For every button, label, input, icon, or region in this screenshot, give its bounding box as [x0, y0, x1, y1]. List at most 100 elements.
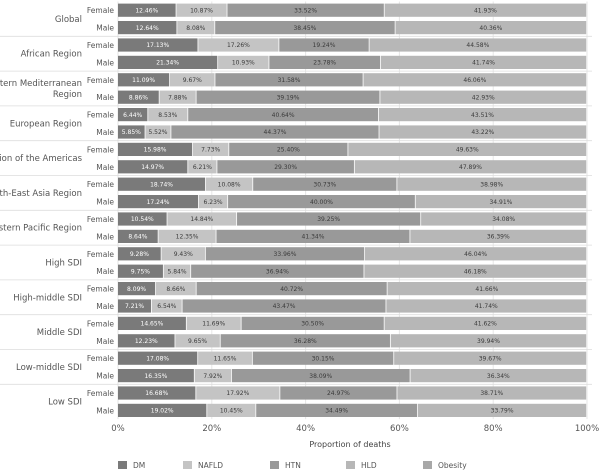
data-label: 33.79% [491, 408, 514, 415]
bar-segment [118, 160, 188, 174]
data-label: 43.51% [471, 112, 494, 119]
bar-segment [118, 386, 196, 400]
bar-segment [118, 125, 145, 139]
data-label: 9.67% [183, 77, 202, 84]
bar-segment [118, 108, 148, 122]
region-label: Global [55, 15, 82, 25]
sex-label: Female [87, 285, 115, 294]
bar-segment [192, 142, 229, 156]
data-label: 39.25% [317, 216, 340, 223]
data-label: 41.74% [472, 60, 495, 67]
region-label: Low SDI [48, 398, 82, 408]
data-label: 10.45% [220, 408, 243, 415]
sex-label: Male [96, 337, 114, 346]
data-label: 39.67% [479, 355, 502, 362]
bar-segment [216, 229, 410, 243]
data-label: 41.34% [302, 234, 325, 241]
data-label: 21.34% [156, 60, 179, 67]
legend-label: HTN [285, 461, 301, 470]
data-label: 25.40% [277, 147, 300, 154]
sex-label: Female [87, 180, 115, 189]
sex-label: Male [96, 93, 114, 102]
legend-swatch [118, 461, 127, 469]
bar-segment [118, 142, 193, 156]
x-tick-label: 40% [296, 424, 315, 434]
bar-segment [151, 299, 182, 313]
bar-segment [379, 125, 587, 139]
data-label: 11.09% [132, 77, 155, 84]
data-label: 16.68% [145, 390, 168, 397]
x-tick-label: 100% [575, 424, 599, 434]
bar-segment [118, 247, 161, 261]
x-tick-label: 60% [390, 424, 409, 434]
data-label: 23.78% [313, 60, 336, 67]
data-label: 15.98% [144, 147, 167, 154]
legend-label: Obesity [438, 461, 467, 470]
data-label: 12.64% [136, 25, 159, 32]
bar-segment [241, 316, 384, 330]
bar-segment [118, 299, 152, 313]
bar-segment [354, 160, 587, 174]
data-label: 30.50% [301, 321, 324, 328]
bar-segment [167, 212, 237, 226]
data-label: 18.74% [150, 181, 173, 188]
data-label: 44.58% [466, 42, 489, 49]
bar-segment [118, 38, 198, 52]
data-label: 9.65% [188, 338, 207, 345]
sex-label: Male [96, 24, 114, 33]
bar-segment [148, 108, 188, 122]
region-label: Region of the Americas [0, 154, 83, 164]
data-label: 8.53% [158, 112, 177, 119]
sex-label: Female [87, 41, 115, 50]
bar-segment [163, 264, 191, 278]
bar-segment [118, 90, 159, 104]
bar-segment [279, 38, 369, 52]
bar-segment [161, 247, 205, 261]
data-label: 41.93% [474, 7, 497, 14]
data-label: 46.04% [464, 251, 487, 258]
bars: 12.46% 10.87% 33.52% 41.93% 12.64% 8.08% 38.45… [118, 3, 587, 417]
sex-label: Male [96, 302, 114, 311]
data-label: 10.93% [232, 60, 255, 67]
data-label: 29.30% [274, 164, 297, 171]
bar-segment [198, 351, 252, 365]
data-label: 12.23% [135, 338, 158, 345]
data-label: 40.64% [272, 112, 295, 119]
sex-label: Female [87, 389, 115, 398]
bar-segment [395, 21, 587, 35]
bar-segment [158, 229, 216, 243]
sex-label: Male [96, 198, 114, 207]
data-label: 7.92% [203, 373, 222, 380]
sex-label: Female [87, 354, 115, 363]
bar-segment [280, 386, 397, 400]
region-label: Middle SDI [37, 328, 82, 338]
data-label: 5.52% [148, 129, 167, 136]
legend-swatch [423, 461, 432, 469]
data-label: 42.93% [472, 94, 495, 101]
bar-segment [175, 334, 220, 348]
bar-segment [118, 403, 207, 417]
data-label: 38.45% [293, 25, 316, 32]
legend-swatch [346, 461, 355, 469]
data-label: 10.08% [218, 181, 241, 188]
bar-segment [198, 38, 279, 52]
data-label: 39.94% [477, 338, 500, 345]
sex-label: Male [96, 372, 114, 381]
data-label: 38.71% [480, 390, 503, 397]
data-label: 47.89% [459, 164, 482, 171]
region-label: Low-middle SDI [16, 363, 82, 373]
data-label: 30.15% [312, 355, 335, 362]
bar-segment [196, 90, 380, 104]
bar-segment [118, 334, 175, 348]
data-label: 14.65% [141, 321, 164, 328]
bar-segment [386, 299, 587, 313]
bar-segment [421, 212, 587, 226]
bar-segment [369, 38, 587, 52]
x-axis-title: Proportion of deaths [309, 440, 390, 449]
legend-label: DM [133, 461, 145, 470]
data-label: 8.09% [127, 286, 146, 293]
bar-segment [170, 73, 215, 87]
data-label: 36.39% [487, 234, 510, 241]
data-label: 31.58% [278, 77, 301, 84]
